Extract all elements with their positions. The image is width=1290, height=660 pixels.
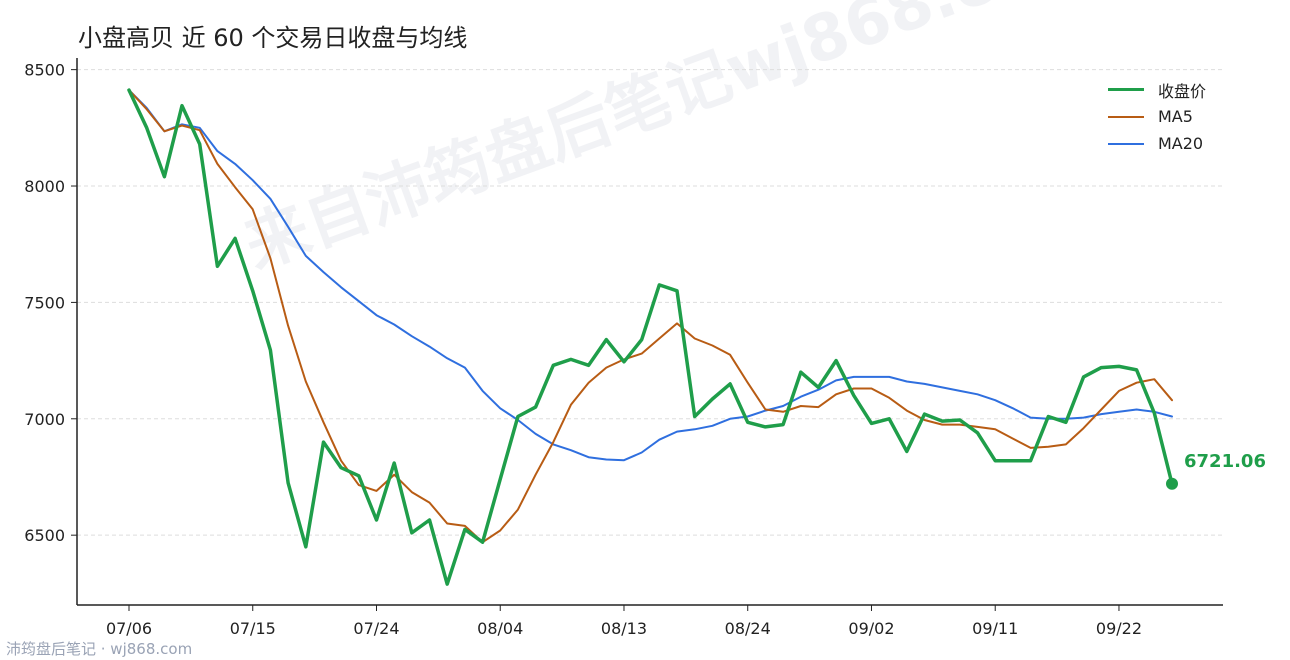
last-close-label: 6721.06: [1184, 451, 1266, 472]
legend-swatch-ma20: [1108, 142, 1144, 145]
x-tick-label: 07/06: [106, 619, 152, 638]
x-tick-label: 09/02: [848, 619, 894, 638]
series-line-close: [127, 88, 1174, 586]
legend-item-ma5: MA5: [1108, 103, 1206, 130]
y-tick-label: 7500: [24, 293, 65, 312]
y-tick-label: 7000: [24, 410, 65, 429]
y-tick-label: 8500: [24, 61, 65, 80]
legend: 收盘价 MA5 MA20: [1108, 76, 1206, 157]
legend-label-close: 收盘价: [1158, 81, 1207, 101]
last-close-marker: [1166, 477, 1178, 490]
x-tick-label: 08/04: [477, 619, 523, 638]
x-tick-label: 09/22: [1096, 619, 1142, 638]
series-line-ma20: [128, 89, 1173, 462]
y-tick-label: 8000: [24, 177, 65, 196]
legend-label-ma5: MA5: [1158, 107, 1193, 126]
x-tick-label: 07/24: [353, 619, 399, 638]
chart-title: 小盘高贝 近 60 个交易日收盘与均线: [78, 24, 468, 52]
y-tick-label: 6500: [24, 526, 65, 545]
legend-label-ma20: MA20: [1158, 134, 1204, 153]
legend-item-ma20: MA20: [1108, 130, 1206, 157]
legend-item-close: 收盘价: [1108, 76, 1206, 103]
series-line-ma5: [128, 89, 1173, 544]
x-tick-label: 07/15: [230, 619, 276, 638]
x-tick-label: 08/13: [601, 619, 647, 638]
legend-swatch-close: [1108, 88, 1144, 91]
x-tick-label: 08/24: [725, 619, 771, 638]
legend-swatch-ma5: [1108, 115, 1144, 118]
x-tick-label: 09/11: [972, 619, 1018, 638]
footer-credit: 沛筠盘后笔记 · wj868.com: [6, 640, 193, 658]
